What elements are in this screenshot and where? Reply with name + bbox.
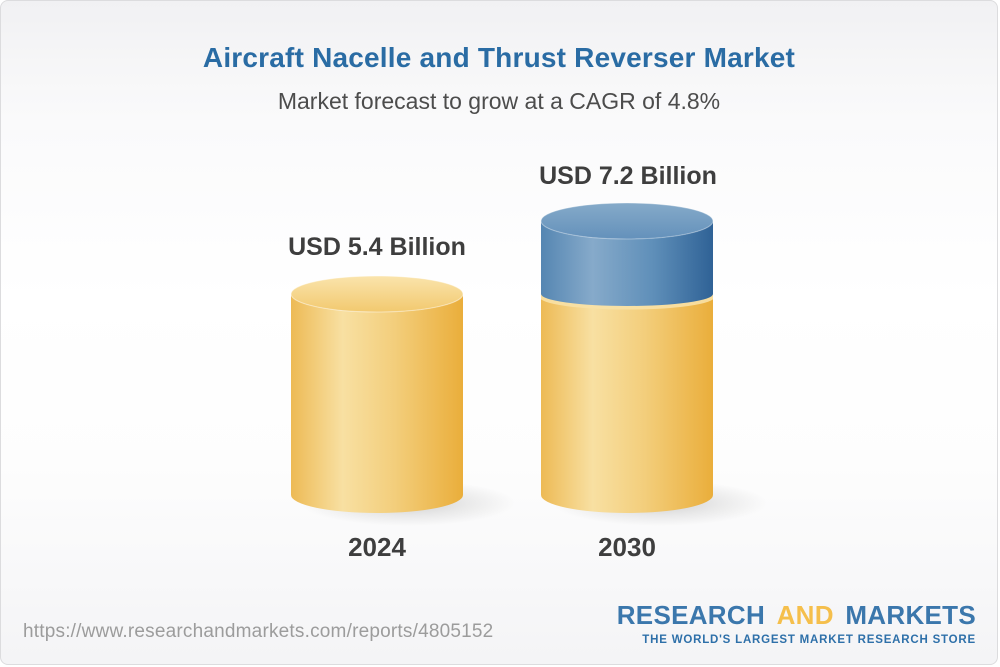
logo-tagline: THE WORLD'S LARGEST MARKET RESEARCH STOR… bbox=[642, 634, 976, 646]
category-label-2030: 2030 bbox=[598, 532, 656, 562]
logo-word-research: RESEARCH bbox=[616, 600, 766, 630]
chart-title: Aircraft Nacelle and Thrust Reverser Mar… bbox=[202, 42, 796, 73]
cylinder-2024-top bbox=[291, 276, 463, 313]
cylinder-2024-body bbox=[291, 294, 463, 513]
cylinder-2030-gold-body bbox=[541, 294, 713, 513]
logo-word-markets: MARKETS bbox=[845, 600, 976, 630]
source-url: https://www.researchandmarkets.com/repor… bbox=[23, 621, 494, 642]
cylinder-2030-top bbox=[541, 203, 713, 240]
chart-subtitle: Market forecast to grow at a CAGR of 4.8… bbox=[277, 88, 721, 114]
research-and-markets-logo: RESEARCH AND MARKETS THE WORLD'S LARGEST… bbox=[617, 600, 976, 646]
cylinder-2030-blue-body bbox=[541, 221, 713, 306]
cylinder-bar-2024 bbox=[291, 276, 463, 513]
value-label-2030: USD 7.2 Billion bbox=[539, 162, 717, 190]
cylinder-bar-2030 bbox=[541, 203, 713, 513]
value-label-2024: USD 5.4 Billion bbox=[288, 233, 466, 261]
logo-word-and: AND bbox=[776, 600, 834, 630]
logo-wordmark: RESEARCH AND MARKETS bbox=[617, 600, 976, 631]
category-label-2024: 2024 bbox=[348, 532, 406, 562]
